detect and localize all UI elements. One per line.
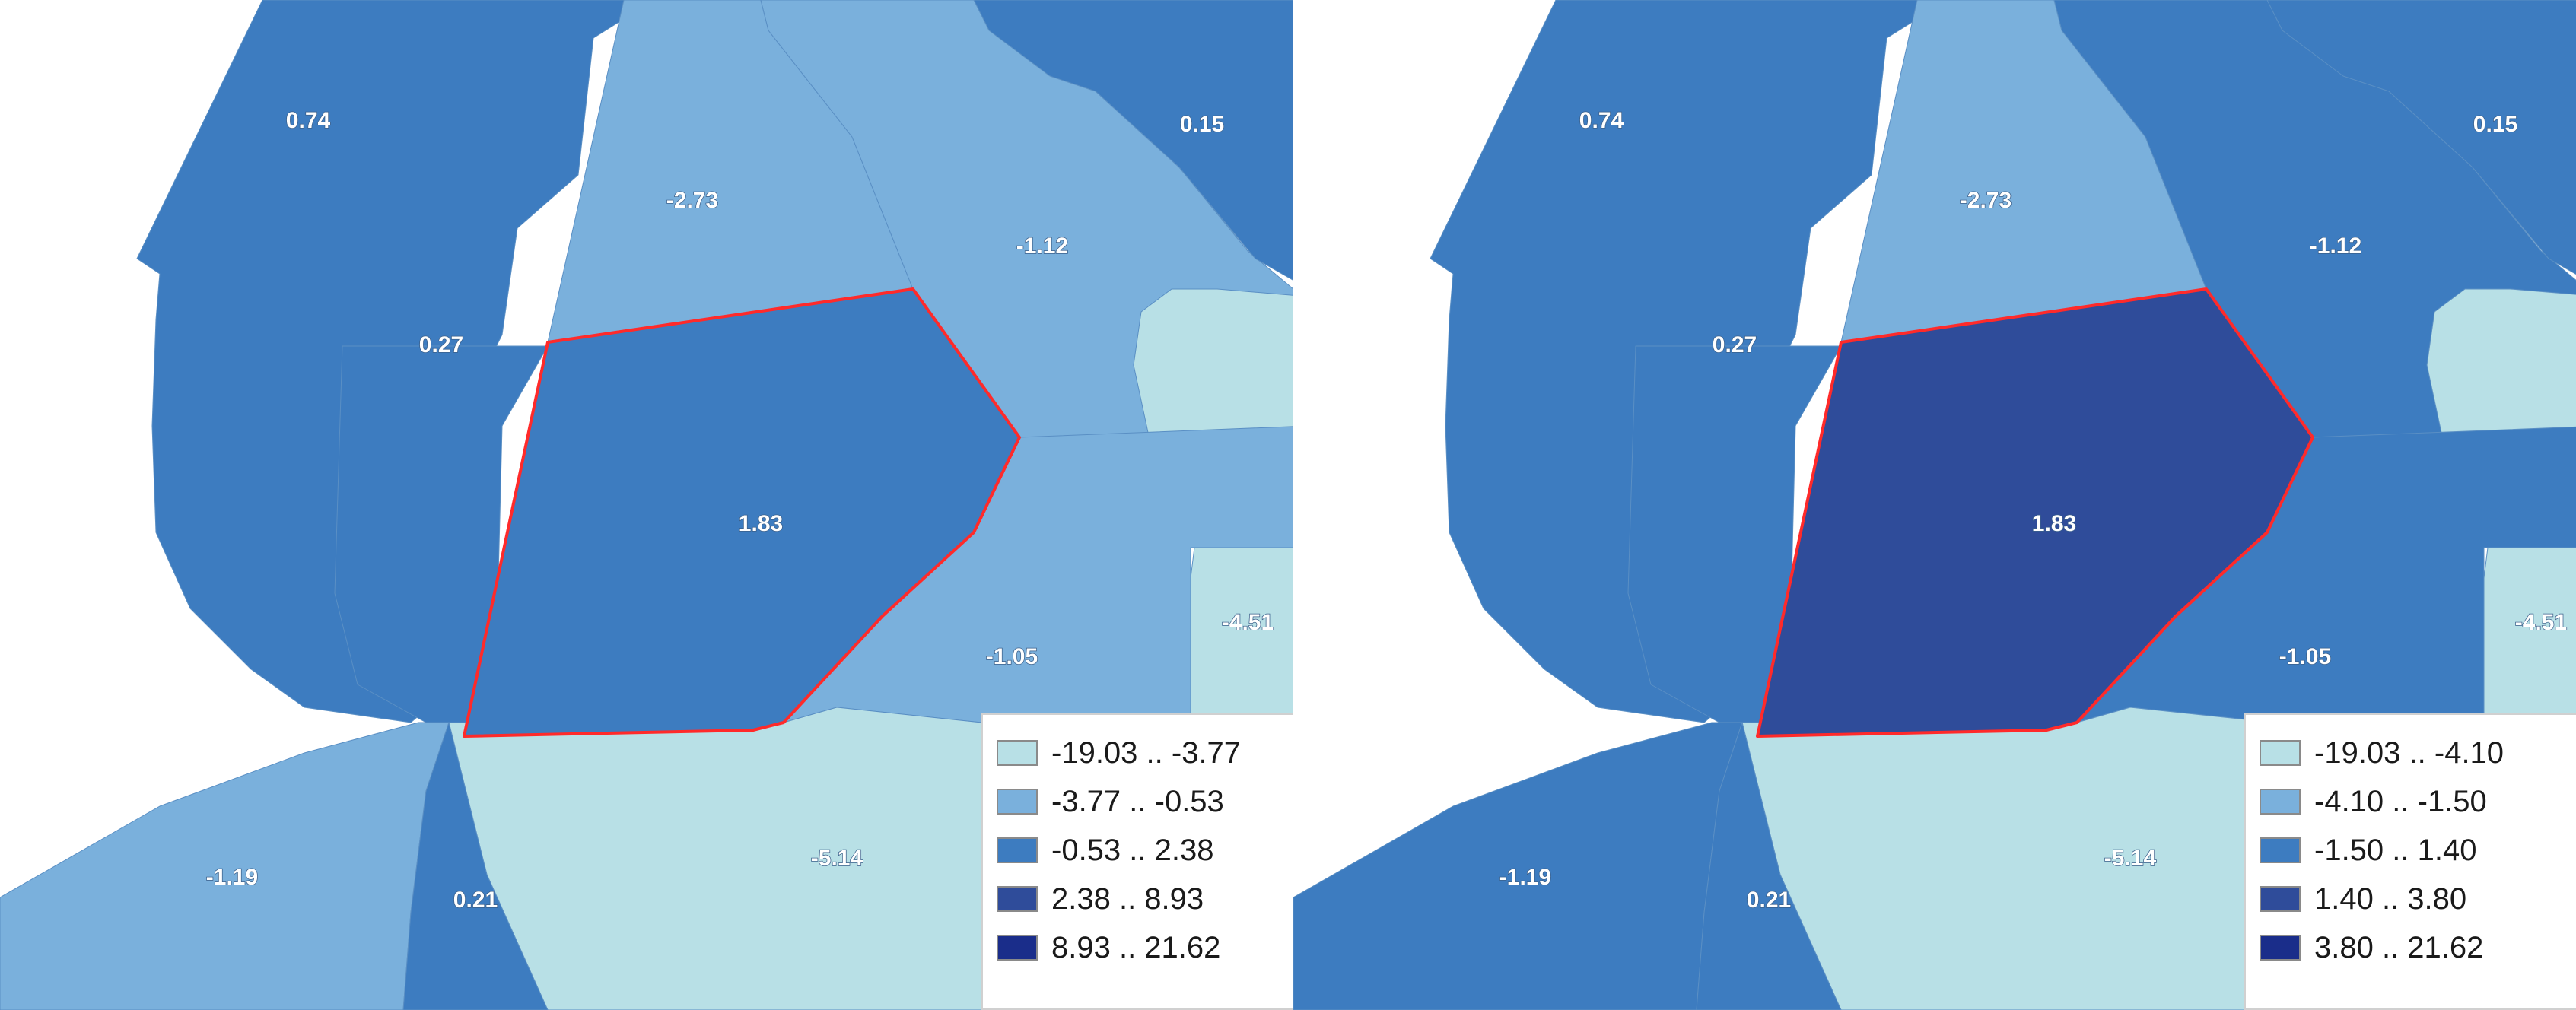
- legend-item: -3.77 .. -0.53: [997, 777, 1284, 826]
- legend-item: 2.38 .. 8.93: [997, 875, 1284, 923]
- zone-center-highlighted[interactable]: [463, 287, 1021, 738]
- zone-label-south: -5.14: [2104, 846, 2157, 871]
- legend-range-label: -0.53 .. 2.38: [1051, 833, 1214, 867]
- legend-item: -0.53 .. 2.38: [997, 826, 1284, 875]
- choropleth-map-left: 0.74 0.27 -2.73 -1.12 0.15 -4.51 1.83 -1.05 -5.1…: [0, 0, 1309, 1010]
- zone-label-ne-corner: 0.15: [1180, 112, 1224, 137]
- legend-left: -19.03 .. -3.77 -3.77 .. -0.53 -0.53 .. 2.…: [981, 713, 1301, 1010]
- legend-swatch: [997, 837, 1038, 863]
- zone-south-small[interactable]: [1696, 722, 1842, 1010]
- legend-item: -1.50 .. 1.40: [2260, 826, 2576, 875]
- legend-swatch: [2260, 935, 2301, 961]
- legend-swatch: [2260, 837, 2301, 863]
- legend-swatch: [997, 886, 1038, 912]
- zone-ne-corner[interactable]: [2266, 0, 2576, 289]
- legend-range-label: -19.03 .. -3.77: [1051, 735, 1242, 770]
- zone-label-northeast: -1.12: [2310, 233, 2361, 259]
- legend-range-label: -19.03 .. -4.10: [2314, 735, 2504, 770]
- zone-label-east: -4.51: [1222, 610, 1274, 635]
- map-canvas-right: 0.74 0.27 -2.73 -1.12 0.15 -4.51 1.83 -1.05 -5.1…: [1293, 0, 2576, 1010]
- zone-label-southeast: -1.05: [986, 644, 1038, 669]
- legend-range-label: 2.38 .. 8.93: [1051, 881, 1204, 916]
- legend-swatch: [997, 789, 1038, 815]
- zone-south-small[interactable]: [402, 722, 549, 1010]
- legend-swatch: [2260, 740, 2301, 766]
- zone-label-east: -4.51: [2515, 610, 2567, 635]
- zone-label-center: 1.83: [2032, 511, 2076, 536]
- legend-item: 1.40 .. 3.80: [2260, 875, 2576, 923]
- legend-range-label: -4.10 .. -1.50: [2314, 784, 2487, 818]
- zone-label-north: -2.73: [666, 188, 718, 213]
- zone-label-south: -5.14: [811, 846, 863, 871]
- zone-center-highlighted[interactable]: [1756, 287, 2314, 738]
- legend-swatch: [2260, 886, 2301, 912]
- zone-label-center: 1.83: [739, 511, 783, 536]
- map-canvas-left: 0.74 0.27 -2.73 -1.12 0.15 -4.51 1.83 -1.05 -5.1…: [0, 0, 1309, 1010]
- zone-label-southwest: -1.19: [1499, 865, 1551, 890]
- zone-label-south-small: 0.21: [1747, 888, 1791, 913]
- zone-label-northeast: -1.12: [1016, 233, 1068, 259]
- zone-label-west: 0.27: [1713, 332, 1757, 357]
- zone-label-ne-corner: 0.15: [2473, 112, 2517, 137]
- zone-label-west: 0.27: [419, 332, 463, 357]
- legend-right: -19.03 .. -4.10 -4.10 .. -1.50 -1.50 .. 1.…: [2244, 713, 2576, 1010]
- legend-item: -4.10 .. -1.50: [2260, 777, 2576, 826]
- legend-range-label: -3.77 .. -0.53: [1051, 784, 1224, 818]
- zone-label-nw: 0.74: [1579, 108, 1624, 133]
- legend-item: -19.03 .. -3.77: [997, 729, 1284, 777]
- zone-label-southeast: -1.05: [2279, 644, 2331, 669]
- legend-item: 3.80 .. 21.62: [2260, 923, 2576, 972]
- legend-range-label: 3.80 .. 21.62: [2314, 930, 2484, 964]
- zone-ne-corner[interactable]: [973, 0, 1309, 290]
- choropleth-map-right: 0.74 0.27 -2.73 -1.12 0.15 -4.51 1.83 -1.05 -5.1…: [1293, 0, 2576, 1010]
- zone-label-southwest: -1.19: [206, 865, 258, 890]
- zone-label-north: -2.73: [1960, 188, 2012, 213]
- legend-swatch: [997, 740, 1038, 766]
- legend-range-label: 8.93 .. 21.62: [1051, 930, 1221, 964]
- zone-label-nw: 0.74: [286, 108, 331, 133]
- legend-item: -19.03 .. -4.10: [2260, 729, 2576, 777]
- legend-range-label: -1.50 .. 1.40: [2314, 833, 2477, 867]
- legend-item: 8.93 .. 21.62: [997, 923, 1284, 972]
- legend-swatch: [2260, 789, 2301, 815]
- zone-label-south-small: 0.21: [453, 888, 498, 913]
- legend-range-label: 1.40 .. 3.80: [2314, 881, 2467, 916]
- legend-swatch: [997, 935, 1038, 961]
